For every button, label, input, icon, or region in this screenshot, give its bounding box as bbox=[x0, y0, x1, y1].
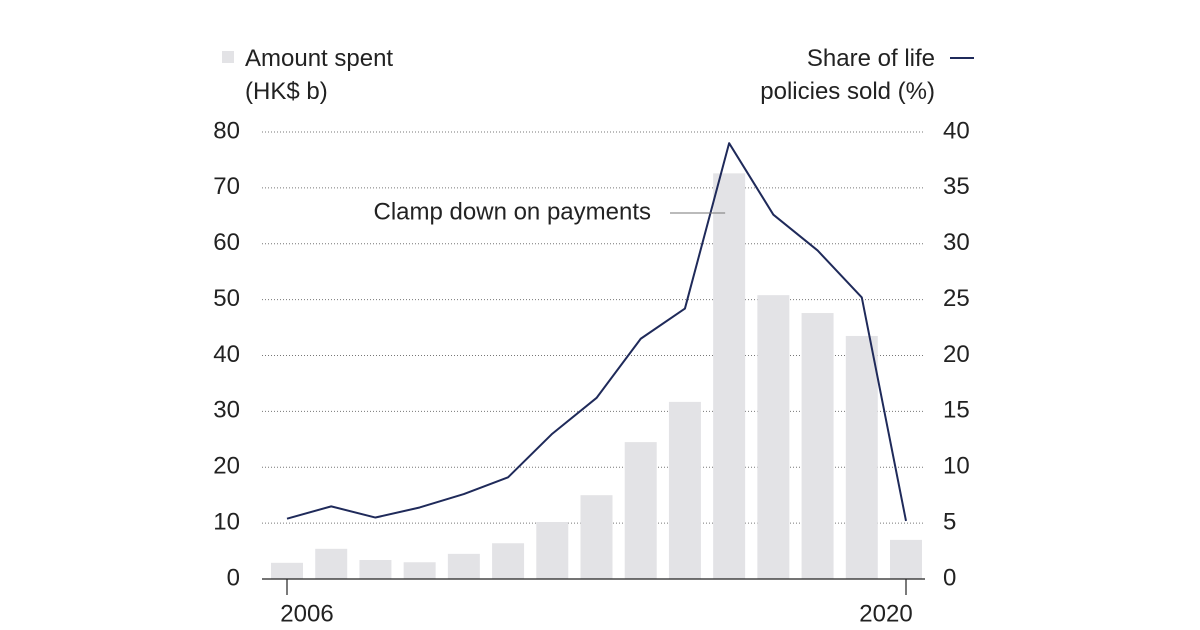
x-tick-label: 2006 bbox=[280, 600, 333, 627]
y-tick-label: 40 bbox=[213, 341, 240, 368]
x-tick-label: 2020 bbox=[859, 600, 912, 627]
legend-swatch-bar bbox=[222, 51, 234, 63]
y2-tick-label: 30 bbox=[943, 229, 970, 256]
annotation: Clamp down on payments bbox=[374, 198, 651, 225]
y2-tick-label: 35 bbox=[943, 173, 970, 200]
legend-entry: Amount spent (HK$ b) bbox=[245, 45, 394, 105]
bar bbox=[580, 495, 613, 579]
bar bbox=[668, 401, 701, 579]
bar bbox=[492, 543, 525, 579]
bar bbox=[845, 335, 878, 579]
y2-tick-label: 10 bbox=[943, 453, 970, 480]
y-tick-label: 50 bbox=[213, 285, 240, 312]
y2-tick-label: 5 bbox=[943, 508, 956, 535]
bar bbox=[359, 560, 392, 579]
legend-entry: Share of life policies sold (%) bbox=[760, 45, 935, 105]
line bbox=[286, 142, 907, 522]
bar bbox=[271, 562, 303, 579]
y2-tick-label: 25 bbox=[943, 285, 970, 312]
bar bbox=[403, 562, 436, 579]
bar bbox=[890, 539, 922, 579]
bar bbox=[713, 173, 746, 579]
bar bbox=[801, 313, 834, 579]
y-tick-label: 80 bbox=[213, 117, 240, 144]
y-tick-label: 10 bbox=[213, 508, 240, 535]
bar bbox=[624, 442, 657, 579]
y2-tick-label: 40 bbox=[943, 117, 970, 144]
bar bbox=[536, 522, 569, 579]
y2-tick-label: 0 bbox=[943, 564, 956, 591]
bar bbox=[447, 553, 480, 579]
y-tick-label: 30 bbox=[213, 397, 240, 424]
y-tick-label: 20 bbox=[213, 453, 240, 480]
y-tick-label: 0 bbox=[227, 564, 240, 591]
y2-tick-label: 15 bbox=[943, 397, 970, 424]
bar bbox=[315, 548, 348, 579]
y-tick-label: 60 bbox=[213, 229, 240, 256]
bar bbox=[757, 295, 790, 579]
y2-tick-label: 20 bbox=[943, 341, 970, 368]
y-tick-label: 70 bbox=[213, 173, 240, 200]
